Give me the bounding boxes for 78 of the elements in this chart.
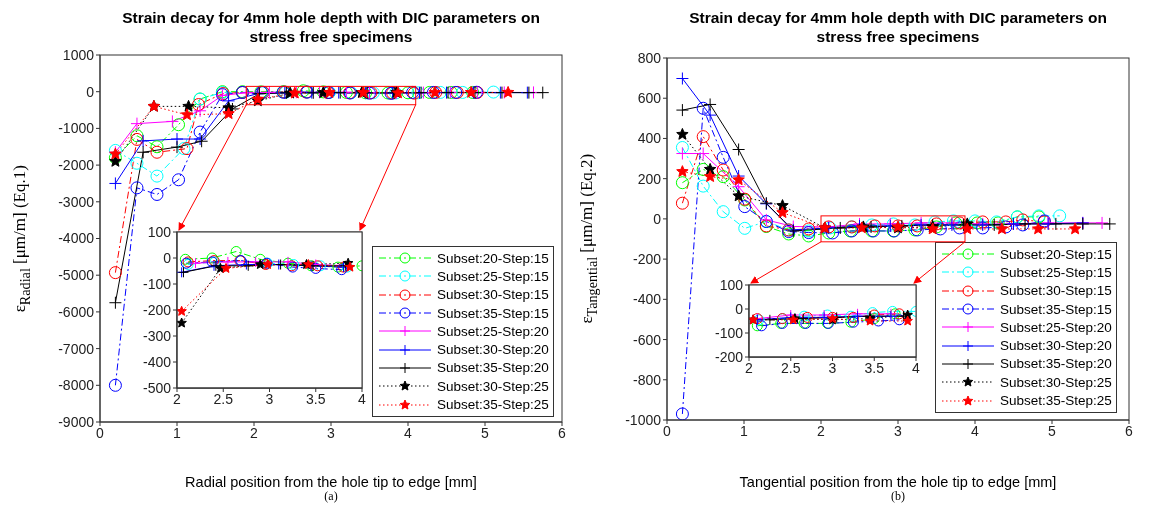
y-tick-label: -4000 — [58, 230, 95, 247]
y-tick-label: -500 — [142, 379, 172, 396]
y-tick-label: -1000 — [58, 120, 95, 137]
legend-label: Subset:35-Step:20 — [437, 360, 549, 376]
y-tick-label: -400 — [142, 353, 172, 370]
y-tick-label: -5000 — [58, 267, 95, 284]
legend-label: Subset:30-Step:15 — [437, 287, 549, 303]
x-tick-label: 4 — [912, 359, 921, 376]
y-tick-label: 1000 — [62, 46, 95, 63]
legend-label: Subset:30-Step:25 — [1000, 374, 1112, 390]
x-tick-label: 5 — [481, 424, 490, 441]
x-tick-label: 1 — [173, 424, 182, 441]
chart-title: Strain decay for 4mm hole depth with DIC parameters on stress free specimens — [121, 8, 541, 46]
legend-label: Subset:35-Step:15 — [1000, 301, 1112, 317]
y-tick-label: -800 — [632, 371, 662, 388]
y-tick-label: -200 — [632, 251, 662, 268]
text: (a) — [323, 489, 339, 504]
x-tick-label: 2.5 — [213, 390, 234, 407]
x-tick-label: 3.5 — [864, 359, 885, 376]
y-tick-label: -600 — [632, 331, 662, 348]
y-tick-label: -400 — [632, 291, 662, 308]
x-tick-label: 4 — [358, 390, 367, 407]
x-tick-label: 3 — [265, 390, 274, 407]
y-tick-label: -100 — [142, 275, 172, 292]
y-tick-label: 0 — [86, 83, 95, 100]
chart-title: Strain decay for 4mm hole depth with DIC parameters on stress free specimens — [688, 8, 1108, 46]
y-tick-label: 400 — [637, 130, 662, 147]
x-tick-label: 3 — [828, 359, 837, 376]
y-tick-label: 0 — [163, 249, 172, 266]
x-tick-label: 6 — [558, 424, 567, 441]
legend-label: Subset:30-Step:20 — [437, 342, 549, 358]
legend-label: Subset:20-Step:15 — [1000, 246, 1112, 262]
x-tick-label: 5 — [1048, 422, 1057, 439]
legend-label: Subset:20-Step:15 — [437, 250, 549, 266]
x-tick-label: 6 — [1125, 422, 1134, 439]
legend-label: Subset:25-Step:20 — [1000, 319, 1112, 335]
x-tick-label: 3.5 — [306, 390, 326, 407]
y-tick-label: 100 — [719, 276, 744, 293]
x-tick-label: 2.5 — [781, 359, 801, 376]
y-tick-label: -300 — [142, 327, 172, 344]
y-tick-label: -200 — [142, 301, 172, 318]
x-tick-label: 3 — [894, 422, 903, 439]
x-tick-label: 2 — [817, 422, 826, 439]
x-tick-label: 2 — [745, 359, 754, 376]
y-tick-label: -1000 — [625, 411, 662, 428]
legend-label: Subset:35-Step:20 — [1000, 356, 1112, 372]
legend-label: Subset:25-Step:15 — [1000, 264, 1112, 280]
x-axis-title: Radial position from the hole tip to edge [mm] — [184, 474, 478, 490]
legend-label: Subset:35-Step:15 — [437, 305, 549, 321]
legend-label: Subset:25-Step:15 — [437, 268, 549, 284]
y-tick-label: 200 — [637, 170, 662, 187]
y-tick-label: -6000 — [58, 303, 95, 320]
y-tick-label: -2000 — [58, 157, 95, 174]
y-tick-label: 600 — [637, 90, 662, 107]
legend-label: Subset:30-Step:20 — [1000, 338, 1112, 354]
x-tick-label: 1 — [740, 422, 749, 439]
legend-label: Subset:25-Step:20 — [437, 323, 549, 339]
y-tick-label: 800 — [637, 49, 662, 66]
x-tick-label: 4 — [404, 424, 413, 441]
x-tick-label: 2 — [173, 390, 182, 407]
y-tick-label: -8000 — [58, 377, 95, 394]
x-axis-title: Tangential position from the hole tip to edge [mm] — [738, 474, 1058, 490]
x-tick-label: 4 — [971, 422, 980, 439]
x-tick-label: 2 — [250, 424, 259, 441]
y-tick-label: 100 — [147, 223, 172, 240]
y-tick-label: -100 — [714, 324, 744, 341]
y-tick-label: 0 — [735, 300, 744, 317]
y-tick-label: -9000 — [58, 413, 95, 430]
legend-label: Subset:35-Step:25 — [1000, 393, 1112, 409]
legend-label: Subset:35-Step:25 — [437, 397, 549, 413]
legend-label: Subset:30-Step:25 — [437, 378, 549, 394]
legend-label: Subset:30-Step:15 — [1000, 283, 1112, 299]
x-tick-label: 3 — [327, 424, 336, 441]
y-tick-label: -7000 — [58, 340, 95, 357]
y-tick-label: -200 — [714, 348, 744, 365]
text: (b) — [890, 489, 906, 504]
y-tick-label: -3000 — [58, 193, 95, 210]
y-tick-label: 0 — [653, 210, 662, 227]
